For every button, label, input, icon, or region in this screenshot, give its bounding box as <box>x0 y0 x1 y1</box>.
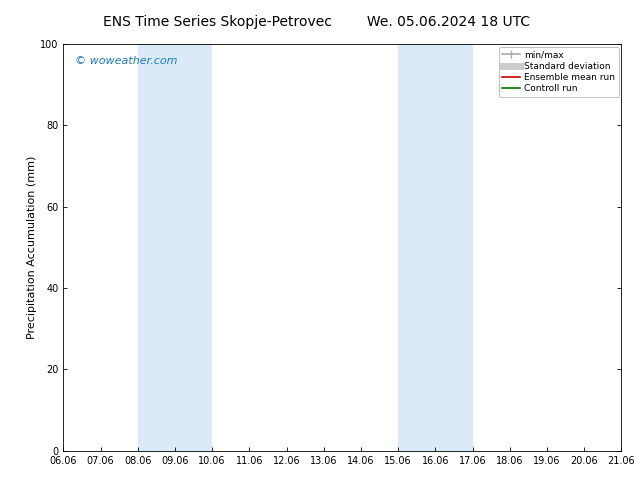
Y-axis label: Precipitation Accumulation (mm): Precipitation Accumulation (mm) <box>27 156 37 339</box>
Text: © woweather.com: © woweather.com <box>75 56 177 66</box>
Bar <box>138 44 212 451</box>
Text: ENS Time Series Skopje-Petrovec        We. 05.06.2024 18 UTC: ENS Time Series Skopje-Petrovec We. 05.0… <box>103 15 531 29</box>
Bar <box>398 44 472 451</box>
Legend: min/max, Standard deviation, Ensemble mean run, Controll run: min/max, Standard deviation, Ensemble me… <box>499 47 619 97</box>
